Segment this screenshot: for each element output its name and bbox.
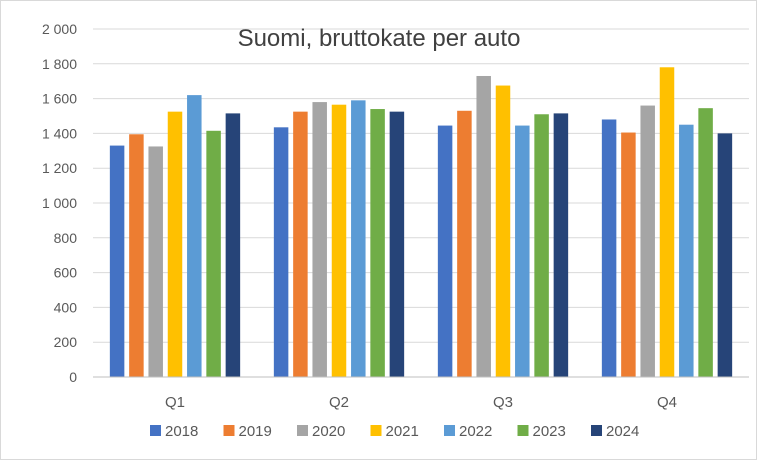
bar-q3-2021 bbox=[495, 85, 511, 378]
bar-q1-2024 bbox=[225, 113, 241, 377]
bar-q1-2020 bbox=[148, 146, 163, 377]
bar-q3-2018 bbox=[437, 125, 453, 377]
bar-q3-2023 bbox=[534, 114, 549, 377]
bars bbox=[109, 67, 733, 378]
bar-q4-2018 bbox=[601, 119, 617, 377]
y-tick-label: 200 bbox=[54, 334, 78, 350]
bar-q2-2022 bbox=[351, 100, 366, 377]
bar-q1-2018 bbox=[109, 145, 125, 377]
bar-q4-2024 bbox=[717, 133, 733, 377]
bar-q1-2021 bbox=[167, 111, 183, 378]
legend-label-2019: 2019 bbox=[239, 423, 272, 440]
y-tick-label: 400 bbox=[54, 299, 78, 315]
bar-q4-2022 bbox=[679, 124, 694, 377]
legend-label-2021: 2021 bbox=[386, 423, 419, 440]
bar-q1-2019 bbox=[129, 134, 144, 377]
legend-swatch-2021 bbox=[370, 425, 382, 436]
x-axis-category-labels: Q1 Q2 Q3 Q4 bbox=[165, 394, 677, 411]
bar-q2-2024 bbox=[389, 111, 405, 378]
legend-swatch-2022 bbox=[444, 425, 455, 436]
y-axis-tick-labels: 0 200 400 600 800 1 000 1 200 1 400 1 600 1 800 2 … bbox=[42, 21, 77, 385]
y-tick-label: 800 bbox=[54, 230, 78, 246]
bar-q2-2021 bbox=[331, 104, 347, 377]
bar-q3-2020 bbox=[476, 75, 491, 377]
bar-q4-2020 bbox=[640, 105, 655, 377]
legend-swatch-2023 bbox=[517, 425, 529, 436]
x-category-label: Q2 bbox=[329, 394, 349, 411]
legend-swatch-2018 bbox=[150, 425, 161, 436]
legend-swatch-2019 bbox=[223, 425, 235, 436]
y-tick-label: 1 200 bbox=[42, 160, 77, 176]
bar-q3-2022 bbox=[515, 125, 530, 377]
legend-label-2023: 2023 bbox=[533, 423, 566, 440]
y-tick-label: 1 800 bbox=[42, 56, 77, 72]
bar-q2-2018 bbox=[273, 127, 289, 377]
chart-title: Suomi, bruttokate per auto bbox=[238, 25, 521, 52]
y-tick-label: 1 000 bbox=[42, 195, 77, 211]
bar-q4-2023 bbox=[698, 108, 713, 378]
y-tick-label: 2 000 bbox=[42, 21, 77, 37]
legend-label-2022: 2022 bbox=[459, 423, 492, 440]
legend-label-2024: 2024 bbox=[606, 423, 639, 440]
bar-q4-2019 bbox=[621, 132, 636, 377]
bar-q4-2021 bbox=[659, 67, 675, 377]
legend: 2018 2019 2020 2021 2022 2023 2024 bbox=[150, 423, 639, 440]
legend-label-2018: 2018 bbox=[165, 423, 198, 440]
y-tick-label: 1 400 bbox=[42, 125, 77, 141]
bar-q2-2020 bbox=[312, 102, 327, 377]
bar-q2-2023 bbox=[370, 109, 385, 377]
bar-q2-2019 bbox=[293, 111, 308, 378]
legend-swatch-2020 bbox=[297, 425, 308, 436]
legend-label-2020: 2020 bbox=[312, 423, 345, 440]
x-category-label: Q1 bbox=[165, 394, 185, 411]
y-tick-label: 0 bbox=[69, 369, 77, 385]
bar-q3-2019 bbox=[457, 110, 472, 377]
y-tick-label: 1 600 bbox=[42, 91, 77, 107]
bar-q1-2023 bbox=[206, 130, 221, 377]
y-tick-label: 600 bbox=[54, 265, 78, 281]
x-category-label: Q4 bbox=[657, 394, 677, 411]
bar-q1-2022 bbox=[187, 95, 202, 378]
legend-swatch-2024 bbox=[591, 425, 602, 436]
gridlines bbox=[93, 28, 749, 343]
x-category-label: Q3 bbox=[493, 394, 513, 411]
bar-q3-2024 bbox=[553, 113, 569, 377]
